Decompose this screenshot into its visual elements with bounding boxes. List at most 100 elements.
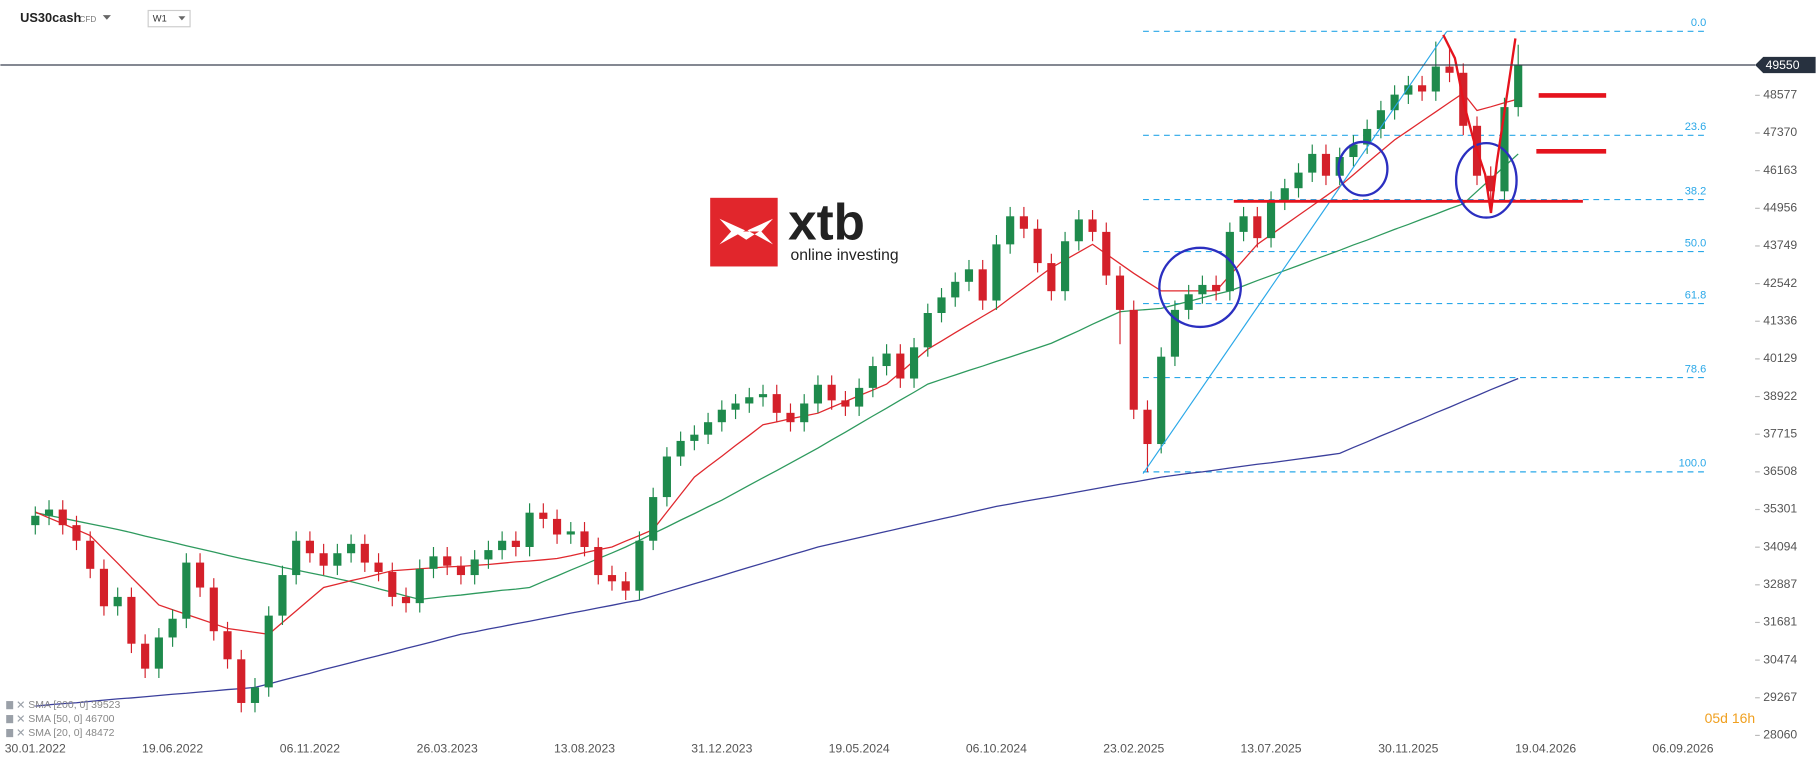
candle-body	[1198, 284, 1207, 295]
candle-body	[923, 313, 932, 348]
legend-remove	[17, 715, 25, 722]
timeframe-select[interactable]	[147, 9, 191, 28]
y-tick-label: 40129	[1763, 351, 1797, 365]
candle-body	[1019, 216, 1028, 229]
y-tick-label: 28060	[1763, 728, 1797, 742]
candle-body	[758, 394, 768, 398]
candle-body	[498, 540, 507, 551]
candle-body	[264, 615, 273, 688]
y-tick-label: 48577	[1763, 88, 1797, 102]
candle-body	[347, 543, 356, 554]
y-tick-label: 43749	[1763, 238, 1797, 252]
candle-body	[1349, 144, 1358, 158]
dropdown-arrow[interactable]	[178, 16, 186, 21]
candle-body	[401, 596, 411, 604]
candle-body	[1308, 153, 1317, 173]
candle-body	[72, 525, 81, 541]
fib-label: 61.8	[1685, 289, 1707, 301]
candle-body	[1431, 66, 1440, 92]
x-tick-label: 06.11.2022	[280, 742, 340, 756]
candle-body	[154, 637, 163, 669]
x-tick-label: 30.01.2022	[5, 742, 66, 756]
candle-body	[456, 565, 466, 576]
candle-body	[704, 422, 713, 435]
y-tick-label: 36508	[1763, 464, 1797, 478]
candle-body	[1321, 153, 1331, 176]
legend-value: 46700	[85, 714, 114, 725]
y-tick-label: 32887	[1763, 577, 1797, 591]
candle-body	[964, 269, 974, 282]
dropdown-arrow[interactable]	[102, 15, 111, 20]
x-tick-label: 06.09.2026	[1652, 742, 1713, 756]
candle-body	[319, 553, 328, 566]
y-tick-label: 34094	[1763, 539, 1797, 553]
legend-value: 39523	[91, 700, 120, 711]
candle-body	[717, 409, 726, 423]
candle-body	[580, 531, 589, 547]
candle-body	[278, 575, 287, 616]
x-tick-label: 13.07.2025	[1241, 742, 1302, 756]
candle-body	[1061, 241, 1070, 292]
plot: 28060 29267 30474 31681 32887 34094 35301 36508…	[5, 17, 1798, 756]
candle-body	[360, 543, 369, 563]
candle-body	[978, 269, 987, 301]
candle-body	[539, 512, 548, 519]
fib-label: 38.2	[1685, 185, 1707, 197]
x-tick-label: 19.04.2026	[1515, 742, 1576, 756]
price-tag	[1755, 56, 1816, 74]
legend-name: SMA [200, 0]	[28, 700, 88, 711]
x-tick-label: 23.02.2025	[1103, 742, 1164, 756]
candle-body	[800, 403, 809, 423]
candle-body	[662, 456, 671, 498]
candle-body	[1212, 284, 1221, 292]
candle-body	[1280, 188, 1289, 201]
candle-body	[1088, 219, 1097, 232]
candle-body	[813, 384, 823, 404]
logo-tagline: online investing	[790, 247, 898, 264]
candle-body	[58, 509, 67, 526]
candle-body	[772, 394, 781, 413]
legend-entry: SMA [200, 0] 39523	[28, 700, 120, 711]
candle-body	[786, 412, 795, 423]
x-tick-label: 13.08.2023	[554, 742, 615, 756]
candle-body	[621, 581, 630, 591]
legend-name: SMA [50, 0]	[28, 714, 82, 725]
candle-body	[1184, 294, 1193, 310]
legend-name: SMA [20, 0]	[28, 728, 82, 739]
candle-body	[429, 556, 438, 569]
candle-body	[827, 384, 836, 401]
symbol[interactable]: US30cash	[20, 10, 81, 25]
candle-body	[937, 297, 946, 314]
candle-body	[1418, 85, 1427, 92]
candle-body	[1363, 128, 1372, 145]
legend-entry: SMA [20, 0] 48472	[28, 728, 114, 739]
candle-body	[594, 546, 603, 576]
candle-body	[1445, 66, 1454, 73]
candle-body	[745, 397, 754, 404]
candle-body	[690, 434, 699, 441]
candle-body	[1006, 216, 1015, 245]
candle-body	[841, 400, 850, 407]
legend-remove	[17, 701, 25, 708]
y-tick-label: 29267	[1763, 690, 1797, 704]
highlight-circle	[1337, 140, 1389, 197]
candle-body	[566, 531, 575, 535]
candle-body	[223, 631, 232, 660]
candle-body	[127, 596, 136, 644]
candle-body	[951, 281, 960, 298]
fib-label: 0.0	[1691, 17, 1706, 29]
x-tick-label: 31.12.2023	[691, 742, 752, 756]
legend-entry: SMA [50, 0] 46700	[28, 714, 114, 725]
fib-label: 100.0	[1679, 458, 1707, 470]
candle-body	[607, 575, 617, 582]
y-tick-label: 47370	[1763, 125, 1797, 139]
candle-body	[209, 587, 218, 632]
candle-body	[470, 559, 479, 576]
candle-body	[292, 540, 301, 576]
x-tick-label: 30.11.2025	[1378, 742, 1438, 756]
y-tick-label: 38922	[1763, 389, 1797, 403]
candle-body	[374, 562, 383, 572]
logo-x	[719, 218, 774, 245]
